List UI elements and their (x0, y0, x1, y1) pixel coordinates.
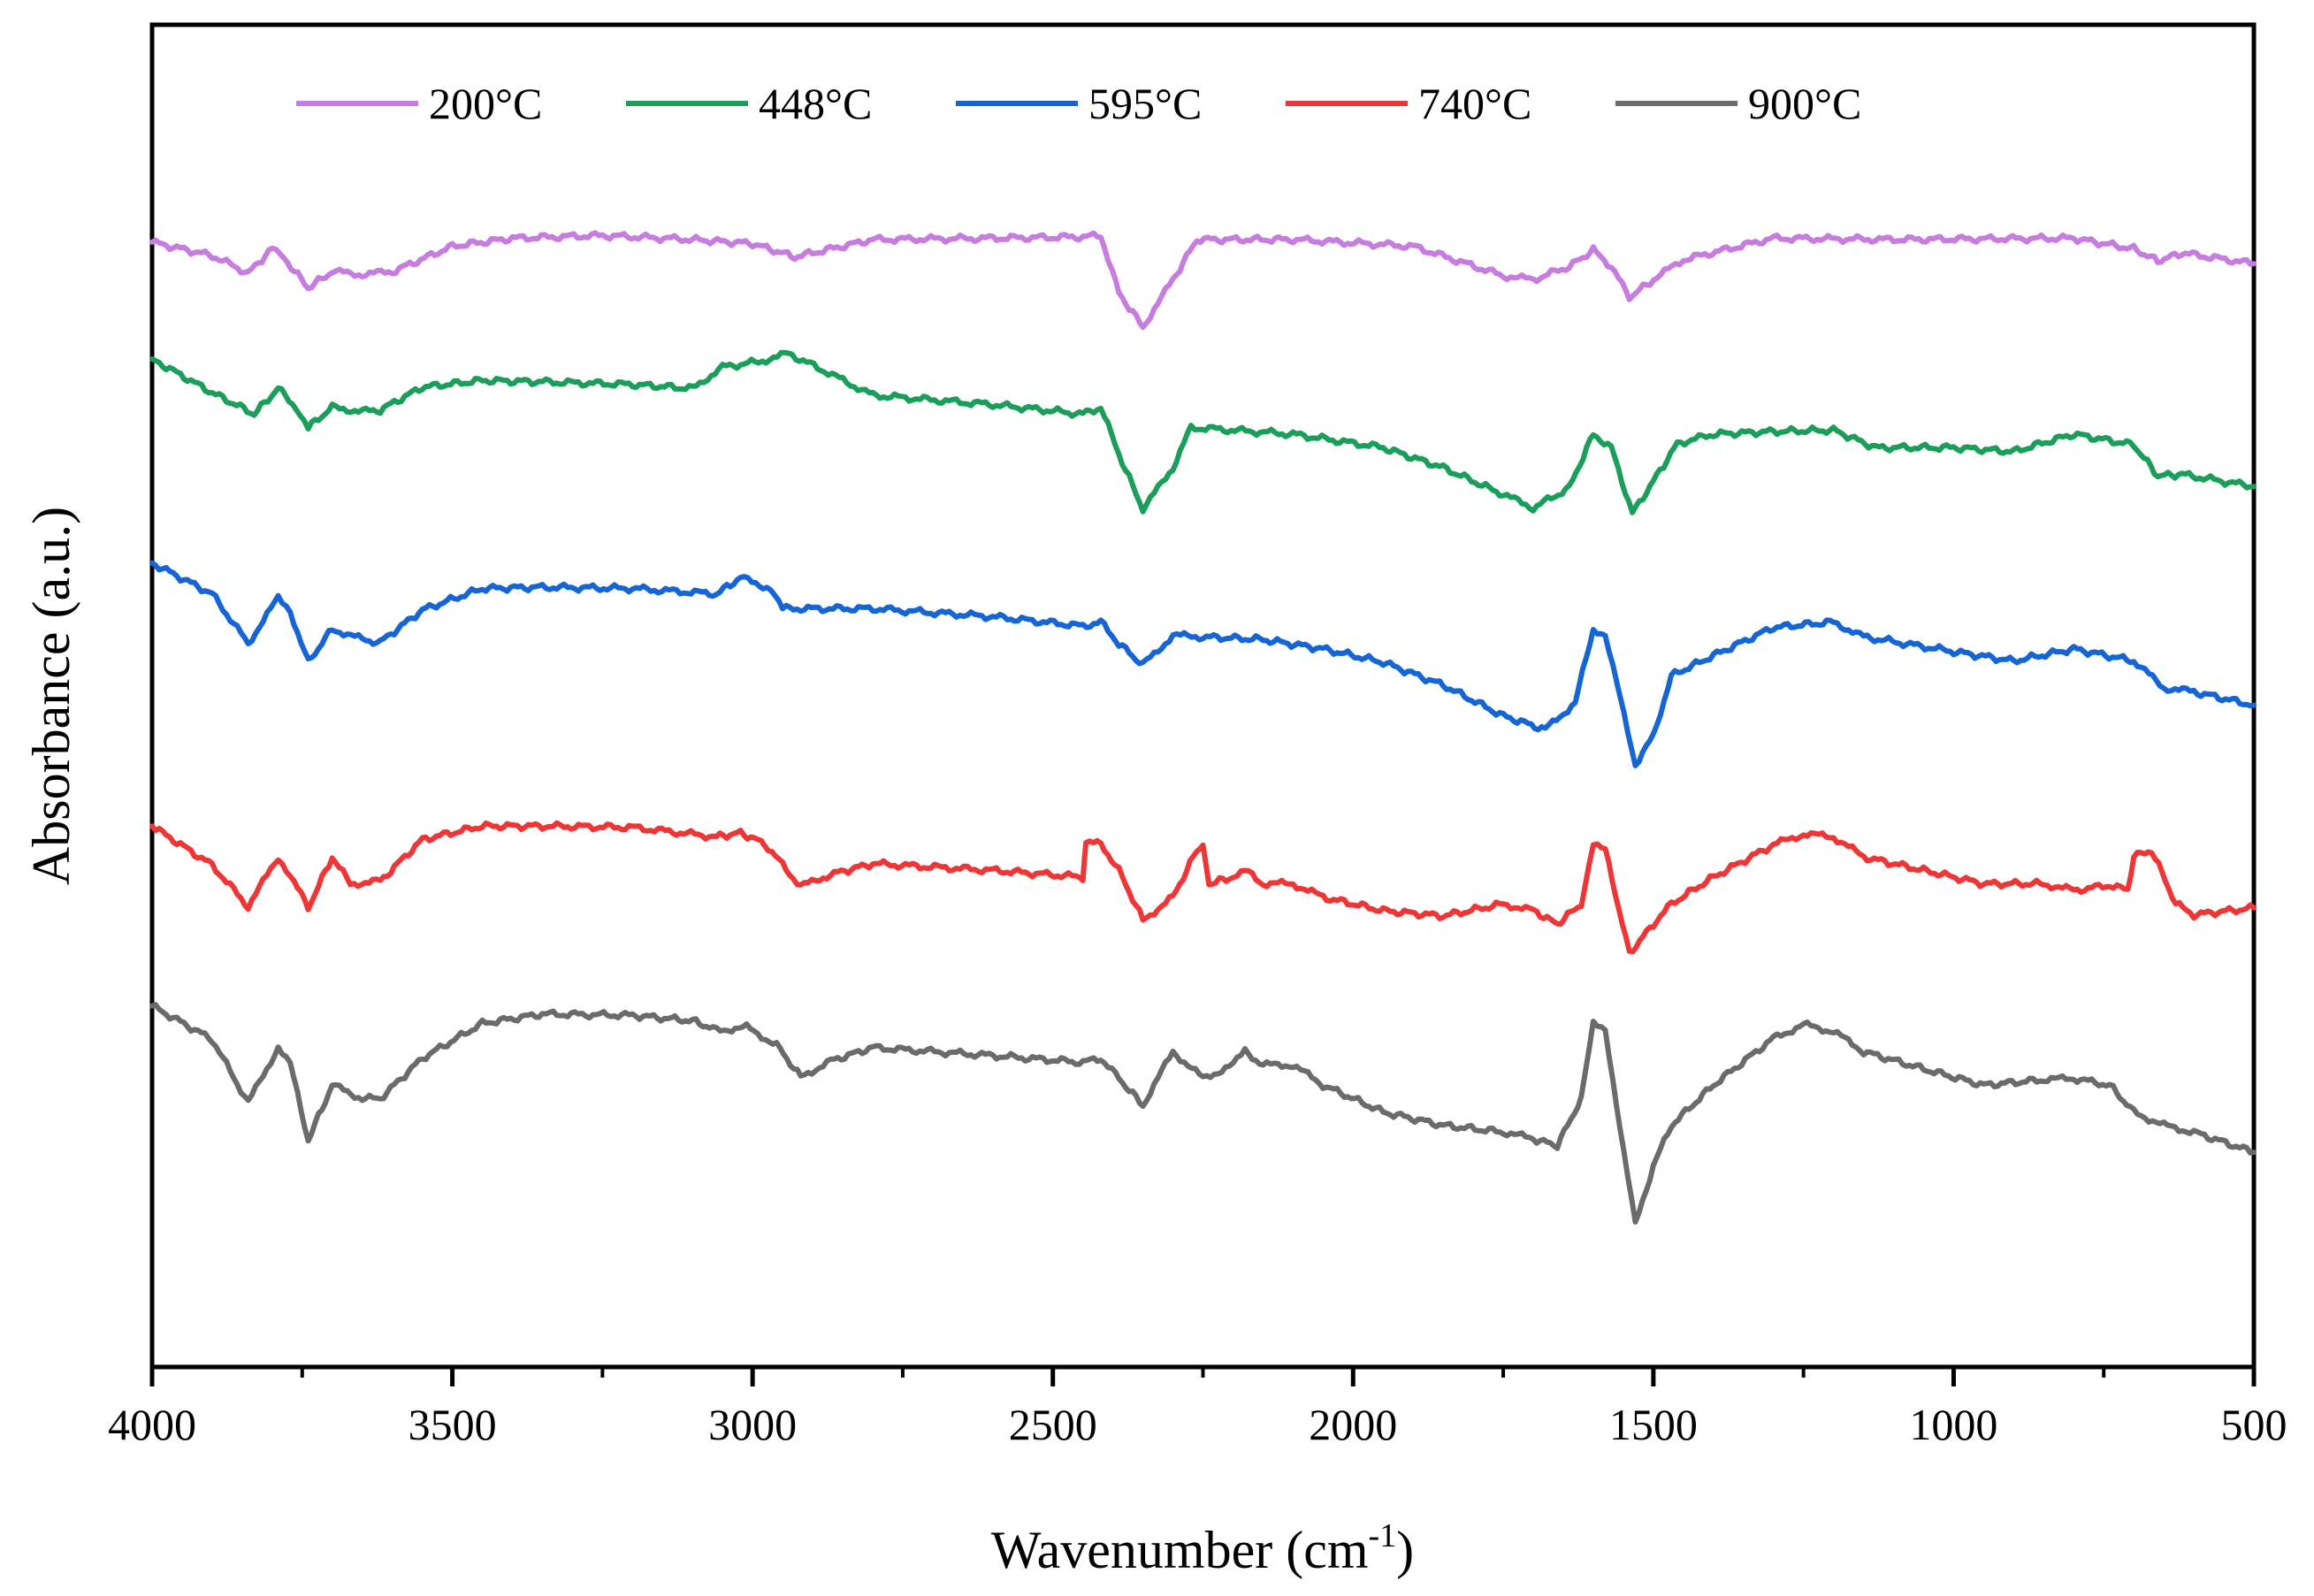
x-tick-label: 2500 (1009, 1400, 1097, 1449)
legend-label: 740°C (1418, 79, 1531, 128)
x-tick-label: 500 (2221, 1400, 2287, 1449)
plot-area: 4000 3500 3000 2500 2000 1500 1000 500 (108, 22, 2287, 1449)
y-axis-title: Absorbance (a.u.) (22, 507, 80, 885)
x-tick-label: 3500 (409, 1400, 497, 1449)
legend-label: 900°C (1748, 79, 1861, 128)
x-axis-title-main: Wavenumber (cm (991, 1521, 1369, 1579)
plot-frame (149, 22, 2257, 1370)
series-line-2 (149, 349, 2257, 515)
x-ticks: 4000 3500 3000 2500 2000 1500 1000 500 (108, 1367, 2287, 1449)
legend-label: 595°C (1088, 79, 1202, 128)
x-tick-label: 1500 (1609, 1400, 1698, 1449)
legend-label: 200°C (429, 79, 542, 128)
x-tick-label: 4000 (108, 1400, 196, 1449)
legend: 200°C 448°C 595°C 740°C 900°C (296, 79, 1861, 128)
x-tick-label: 2000 (1309, 1400, 1397, 1449)
x-axis-title: Wavenumber (cm-1) (991, 1517, 1414, 1579)
x-tick-label: 1000 (1909, 1400, 1997, 1449)
series-line-4 (149, 820, 2257, 955)
x-axis-title-close: ) (1396, 1521, 1414, 1579)
x-axis-title-superscript: -1 (1369, 1517, 1397, 1554)
series-line-3 (149, 560, 2257, 768)
x-tick-label: 3000 (708, 1400, 797, 1449)
legend-label: 448°C (759, 79, 872, 128)
series-line-5 (149, 1002, 2257, 1225)
series-group (149, 230, 2257, 1225)
series-line-1 (149, 230, 2257, 331)
